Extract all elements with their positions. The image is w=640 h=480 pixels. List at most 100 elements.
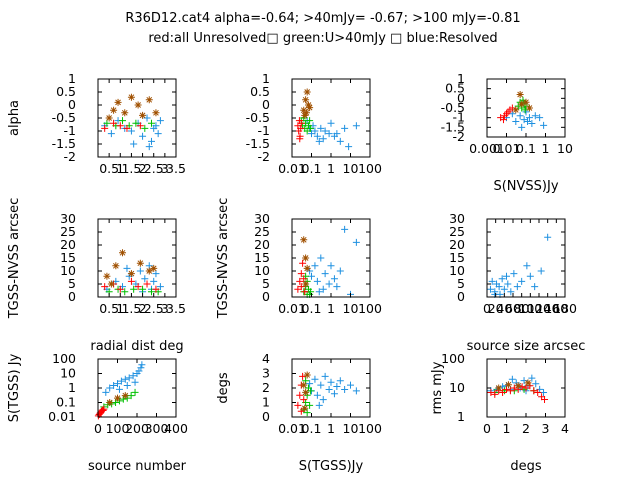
data-point: [156, 283, 164, 291]
data-point: [317, 124, 325, 132]
data-point: [132, 119, 140, 127]
data-point: [106, 384, 114, 392]
x-tick-label: 2.5: [144, 161, 164, 176]
figure-title-line1: R36D12.cat4 alpha=-0.64; >40mJy= -0.67; …: [125, 11, 520, 26]
data-point: [296, 391, 304, 399]
data-point: [325, 280, 333, 288]
series-blue: [306, 372, 360, 409]
y-tick-label: 0: [457, 289, 465, 304]
data-point: [315, 288, 323, 296]
data-point: [319, 135, 327, 143]
y-tick-label: 100: [441, 351, 465, 366]
data-point: [487, 388, 495, 396]
y-axis-label: S(TGSS) Jy: [7, 353, 22, 422]
data-point: [130, 140, 138, 148]
data-point: [296, 135, 304, 143]
y-tick-label: 0: [68, 289, 76, 304]
series-olive: [512, 90, 533, 114]
series-red: [101, 119, 144, 132]
y-tick-label: 20: [449, 237, 465, 252]
data-point: [139, 285, 147, 293]
x-tick-label: 10: [343, 421, 359, 436]
y-tick-label: 10: [60, 366, 76, 381]
data-point: [101, 124, 109, 132]
data-point: [520, 116, 528, 124]
x-tick-label: 300: [145, 421, 169, 436]
y-tick-label: -1.5: [246, 136, 270, 151]
y-tick-label: 25: [449, 224, 465, 239]
plot-grid: 0.511.522.533.5-2-1.5-1-0.500.51alpha0.0…: [7, 71, 585, 474]
x-tick-label: 40: [496, 301, 512, 316]
data-point: [145, 96, 153, 104]
data-point: [302, 254, 310, 262]
data-point: [341, 124, 349, 132]
x-tick-label: 3: [161, 301, 169, 316]
data-point: [127, 127, 135, 135]
x-tick-label: 140: [536, 301, 560, 316]
data-point: [134, 101, 142, 109]
data-point: [499, 388, 507, 396]
x-tick-label: 3: [542, 421, 550, 436]
data-point: [311, 262, 319, 270]
data-point: [540, 388, 548, 396]
data-point: [107, 280, 115, 288]
x-tick-label: 400: [164, 421, 188, 436]
data-point: [345, 143, 353, 151]
series-olive: [495, 379, 532, 392]
data-point: [313, 391, 321, 399]
data-point: [544, 233, 552, 241]
data-point: [352, 122, 360, 130]
data-point: [300, 106, 308, 114]
data-point: [308, 272, 315, 280]
data-point: [127, 270, 135, 278]
x-axis-label: degs: [510, 459, 542, 474]
y-tick-label: 1: [262, 71, 270, 86]
data-point: [507, 288, 515, 296]
x-tick-label: 0.01: [278, 161, 306, 176]
data-point: [145, 267, 153, 275]
data-point: [300, 396, 308, 404]
x-tick-label: 2: [522, 421, 530, 436]
data-point: [306, 104, 314, 112]
y-tick-label: -0.5: [441, 100, 465, 115]
data-point: [330, 275, 338, 283]
x-tick-label: 2: [139, 161, 147, 176]
x-tick-label: 1: [116, 301, 124, 316]
data-point: [333, 130, 341, 138]
data-point: [336, 267, 344, 275]
data-point: [327, 262, 335, 270]
data-point: [114, 380, 121, 388]
series-red: [94, 405, 108, 420]
series-blue: [102, 361, 146, 396]
data-point: [330, 390, 338, 398]
data-point: [299, 372, 307, 380]
x-tick-label: 100: [518, 301, 542, 316]
data-point: [130, 285, 138, 293]
x-tick-label: 10: [343, 161, 359, 176]
x-tick-label: 10: [343, 301, 359, 316]
x-tick-label: 2: [139, 301, 147, 316]
data-point: [119, 117, 127, 125]
x-tick-label: 0.5: [99, 301, 119, 316]
x-axis-label: S(NVSS)Jy: [493, 179, 558, 194]
y-axis-label: alpha: [7, 100, 22, 136]
data-point: [333, 383, 341, 391]
y-axis-label: TGSS-NVSS arcsec: [7, 198, 22, 320]
data-point: [127, 277, 135, 285]
y-tick-label: -2: [64, 149, 76, 164]
figure-title-line2: red:all Unresolved□ green:U>40mJy □ blue…: [148, 31, 497, 46]
y-tick-label: 25: [254, 224, 270, 239]
y-tick-label: 4: [262, 351, 270, 366]
data-point: [500, 285, 508, 293]
data-point: [115, 385, 123, 393]
x-tick-label: 0.01: [278, 421, 306, 436]
data-point: [525, 114, 533, 122]
y-tick-label: -1: [64, 123, 76, 138]
series-olive: [300, 371, 311, 412]
data-point: [154, 130, 162, 138]
data-point: [103, 272, 111, 280]
data-point: [147, 288, 155, 296]
data-point: [311, 375, 319, 383]
y-tick-label: 20: [60, 237, 76, 252]
data-point: [143, 280, 151, 288]
